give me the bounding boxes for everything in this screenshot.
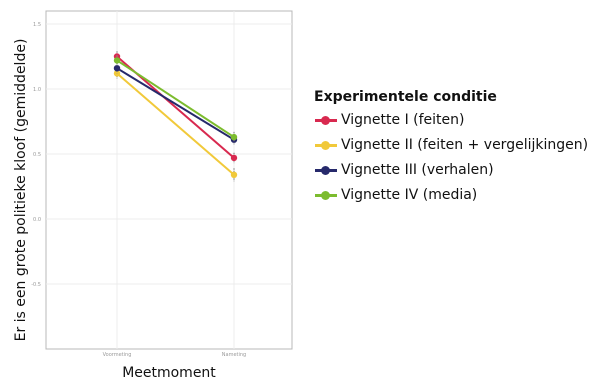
y-tick-label: 1.5 <box>33 22 41 28</box>
y-tick-label: 1.0 <box>33 87 41 93</box>
legend-key-icon <box>314 138 338 152</box>
y-tick-label: 0.5 <box>33 152 41 158</box>
legend-key-icon <box>314 113 338 127</box>
legend-key-icon <box>314 188 338 202</box>
legend-title: Experimentele conditie <box>314 89 497 105</box>
y-tick-label: 0.0 <box>33 217 41 223</box>
legend-items: Vignette I (feiten) Vignette II (feiten +… <box>314 107 588 207</box>
series-4 <box>113 55 238 143</box>
data-point <box>113 70 121 77</box>
legend-label: Vignette III (verhalen) <box>341 161 494 178</box>
data-point <box>230 133 238 141</box>
legend-item: Vignette III (verhalen) <box>314 157 588 182</box>
series-line <box>116 67 235 141</box>
legend-label: Vignette II (feiten + vergelijkingen) <box>341 136 589 153</box>
x-tick-label: Nameting <box>222 352 246 358</box>
legend-item: Vignette II (feiten + vergelijkingen) <box>314 132 588 157</box>
legend-item: Vignette I (feiten) <box>314 107 588 132</box>
y-axis-ticks: -0.5 0.0 0.5 1.0 1.5 <box>31 22 41 288</box>
legend: Experimentele conditie Vignette I (feite… <box>314 89 588 207</box>
y-tick-label: -0.5 <box>31 282 41 288</box>
plot-panel <box>45 10 293 350</box>
series-line <box>116 59 235 138</box>
data-point <box>113 65 121 72</box>
grid <box>46 11 292 349</box>
series-2 <box>113 68 238 182</box>
legend-label: Vignette I (feiten) <box>341 111 465 128</box>
legend-key-icon <box>314 163 338 177</box>
legend-item: Vignette IV (media) <box>314 182 588 207</box>
data-point <box>113 57 121 64</box>
data-point <box>230 171 238 178</box>
data-point <box>230 154 238 162</box>
series-line <box>116 72 235 176</box>
x-tick-label: Voormeting <box>103 352 132 358</box>
x-axis-title: Meetmoment <box>122 365 216 381</box>
x-axis-ticks: Voormeting Nameting <box>103 352 247 358</box>
legend-label: Vignette IV (media) <box>341 186 478 203</box>
y-axis-title: Er is een grote politieke kloof (gemidde… <box>13 39 29 342</box>
series-group <box>113 51 238 182</box>
